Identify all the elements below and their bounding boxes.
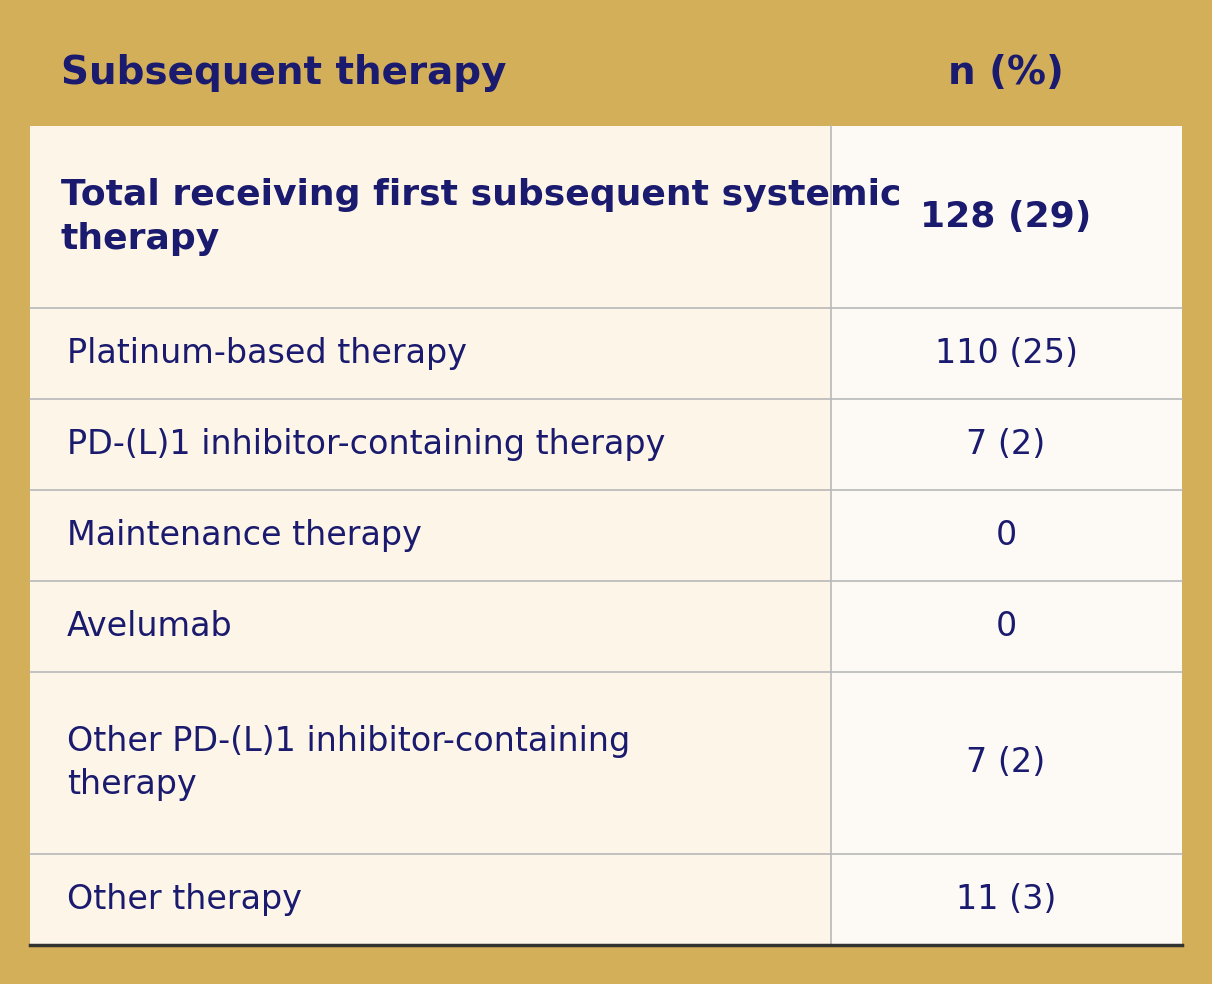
Text: n (%): n (%) (948, 54, 1064, 92)
Bar (30, 20, 1182, 126)
Text: 11 (3): 11 (3) (956, 883, 1057, 916)
Text: Other therapy: Other therapy (67, 883, 302, 916)
Text: PD-(L)1 inhibitor-containing therapy: PD-(L)1 inhibitor-containing therapy (67, 428, 665, 461)
Text: 110 (25): 110 (25) (934, 337, 1077, 370)
Bar (30, 945, 1182, 984)
Text: Avelumab: Avelumab (67, 610, 233, 643)
Text: Total receiving first subsequent systemic
therapy: Total receiving first subsequent systemi… (61, 177, 901, 257)
Bar (830, 126, 1182, 945)
Text: 7 (2): 7 (2) (966, 746, 1046, 779)
Text: Other PD-(L)1 inhibitor-containing
therapy: Other PD-(L)1 inhibitor-containing thera… (67, 724, 630, 801)
Text: Maintenance therapy: Maintenance therapy (67, 519, 422, 552)
Text: 7 (2): 7 (2) (966, 428, 1046, 461)
Text: Platinum-based therapy: Platinum-based therapy (67, 337, 467, 370)
Bar (30, 126, 830, 945)
Text: 0: 0 (995, 519, 1017, 552)
Text: Subsequent therapy: Subsequent therapy (61, 54, 507, 92)
Text: 128 (29): 128 (29) (920, 200, 1092, 234)
Text: 0: 0 (995, 610, 1017, 643)
